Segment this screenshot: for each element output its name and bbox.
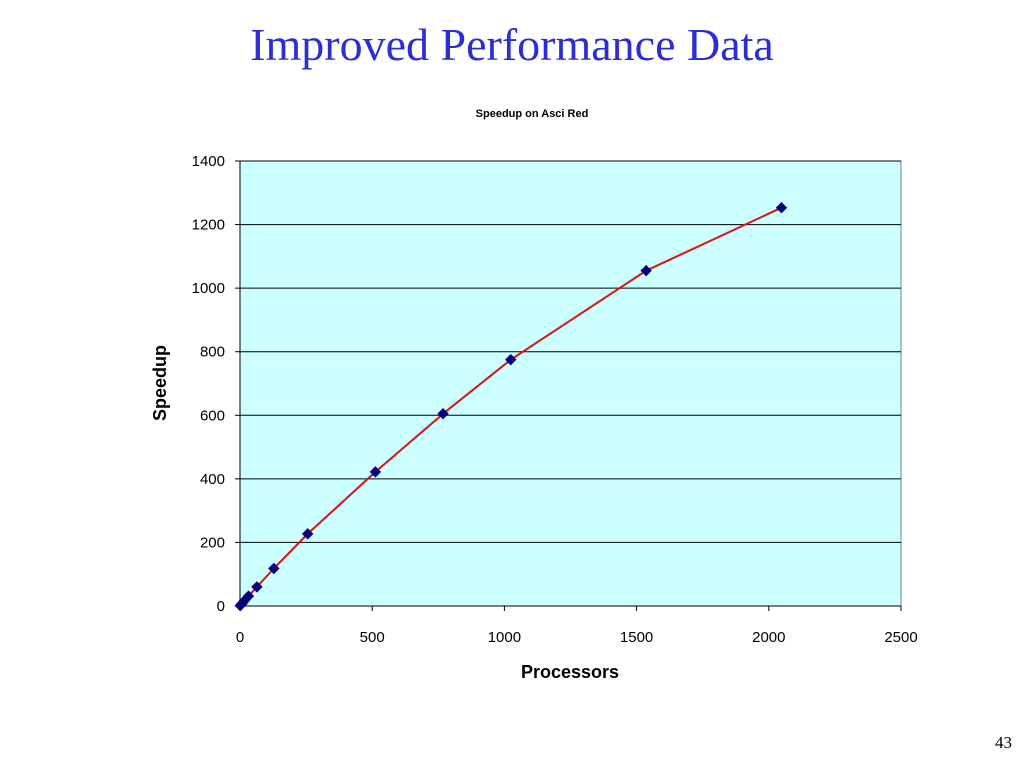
data-point xyxy=(242,590,255,602)
data-point xyxy=(775,202,788,214)
plot-area xyxy=(239,160,902,607)
x-tick-label: 1500 xyxy=(620,629,653,646)
axes xyxy=(235,160,902,611)
y-tick-label: 400 xyxy=(200,471,225,488)
data-point xyxy=(301,528,314,540)
series-speedup xyxy=(234,202,788,612)
y-axis-title: Speedup xyxy=(150,345,170,421)
gridlines xyxy=(240,160,901,543)
x-tick-label: 0 xyxy=(236,629,244,646)
y-tick-label: 1400 xyxy=(192,153,225,170)
x-axis-title: Processors xyxy=(521,662,619,682)
data-point xyxy=(505,353,517,366)
data-point xyxy=(369,466,382,478)
data-point xyxy=(268,562,280,575)
y-tick-label: 800 xyxy=(200,344,225,361)
slide-title: Improved Performance Data xyxy=(250,19,774,70)
data-point xyxy=(251,581,263,593)
data-point xyxy=(640,264,652,277)
y-tick-label: 200 xyxy=(200,534,225,551)
chart-title: Speedup on Asci Red xyxy=(476,108,589,120)
x-tick-label: 2500 xyxy=(884,629,917,646)
page-number: 43 xyxy=(995,733,1012,752)
y-tick-label: 0 xyxy=(217,598,225,615)
tick-labels: 0 200 400 600 800 1000 1200 1400 0 500 1000 1500 200… xyxy=(192,153,918,646)
x-tick-label: 2000 xyxy=(752,629,785,646)
y-tick-label: 1000 xyxy=(192,280,225,297)
y-tick-label: 600 xyxy=(200,407,225,424)
x-tick-label: 500 xyxy=(360,629,385,646)
data-point xyxy=(437,407,449,420)
y-tick-label: 1200 xyxy=(192,217,225,234)
x-tick-label: 1000 xyxy=(488,629,521,646)
